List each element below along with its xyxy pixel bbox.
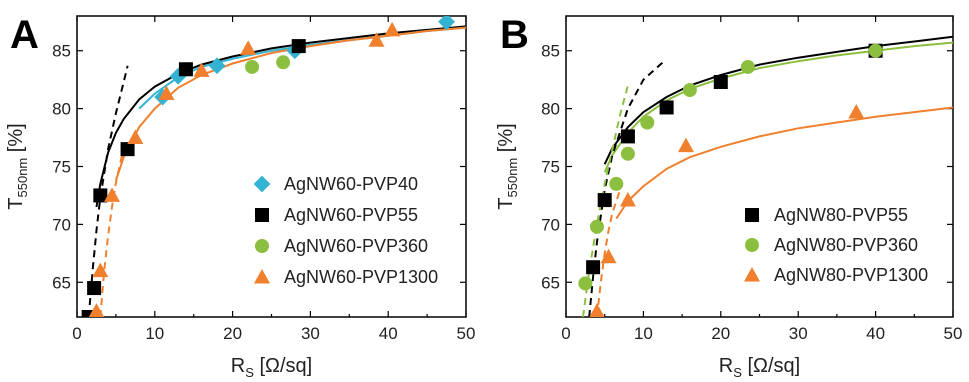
data-point-triangle: [677, 137, 694, 153]
data-point-triangle: [88, 303, 105, 317]
chart-panel-a: 0 10 20 30 40 50 65 70 75 80 85 RS [Ω/sq] T550nm [%]…: [5, 13, 475, 380]
x-tick-label: 30: [301, 324, 320, 343]
fit-curve: [615, 106, 953, 220]
legend-marker-square: [255, 208, 269, 222]
y-tick-label: 75: [52, 158, 71, 177]
data-point-circle: [868, 43, 883, 58]
x-tick-label: 40: [379, 324, 398, 343]
data-point-square: [87, 281, 102, 296]
fit-curve-dashed: [99, 147, 125, 317]
plot-area: [578, 35, 953, 317]
data-point-triangle: [848, 104, 865, 119]
data-point-diamond: [438, 16, 455, 31]
data-point-square: [291, 39, 306, 54]
data-point-circle: [682, 83, 697, 98]
y-tick-label: 85: [52, 42, 71, 61]
x-tick-label: 40: [866, 324, 885, 343]
data-point-triangle: [92, 262, 109, 278]
data-point-triangle: [589, 303, 605, 317]
data-point-circle: [620, 146, 635, 161]
x-tick-label: 50: [457, 324, 476, 343]
legend-marker-triangle: [254, 268, 270, 284]
data-point-circle: [740, 59, 755, 74]
plot-area: [81, 16, 466, 317]
fit-curve-dashed: [582, 85, 629, 317]
y-tick-label: 80: [541, 100, 560, 119]
data-point-triangle: [368, 32, 385, 47]
data-point-square: [713, 74, 728, 89]
data-point-square: [597, 193, 612, 208]
y-axis-label: T550nm [%]: [495, 123, 520, 209]
data-point-circle: [640, 115, 655, 130]
x-tick-label: 20: [711, 324, 730, 343]
legend-label: AgNW60-PVP1300: [284, 267, 438, 287]
legend: AgNW60-PVP40 AgNW60-PVP55 AgNW60-PVP360 AgN…: [253, 174, 438, 287]
legend: AgNW80-PVP55 AgNW80-PVP360 AgNW80-PVP1300: [744, 205, 928, 285]
legend-label: AgNW80-PVP55: [774, 205, 908, 225]
data-point-triangle: [127, 129, 144, 144]
x-axis-label: RS [Ω/sq]: [719, 355, 800, 380]
data-point-triangle: [384, 21, 401, 37]
data-point-circle: [245, 59, 260, 74]
data-point-triangle: [240, 40, 257, 55]
x-tick-label: 0: [561, 324, 570, 343]
x-tick-label: 10: [145, 324, 164, 343]
x-tick-label: 50: [944, 324, 963, 343]
fit-curve-dashed: [87, 65, 129, 317]
fit-curve-dashed: [596, 189, 622, 317]
legend-marker-diamond: [253, 175, 271, 193]
y-tick-label: 70: [541, 215, 560, 234]
data-point-triangle: [158, 85, 175, 101]
x-axis-label: RS [Ω/sq]: [231, 355, 312, 380]
legend-label: AgNW60-PVP360: [284, 236, 428, 256]
legend-marker-triangle: [744, 266, 760, 282]
x-tick-label: 10: [634, 324, 653, 343]
data-point-diamond: [208, 57, 226, 75]
x-tick-label: 20: [223, 324, 242, 343]
panel-letter: B: [500, 13, 529, 57]
legend-marker-circle: [255, 239, 269, 253]
data-point-circle: [276, 55, 291, 70]
data-point-square: [93, 188, 108, 203]
y-tick-label: 75: [541, 158, 560, 177]
chart-panel-b: 0 10 20 30 40 50 65 70 75 80 85 RS [Ω/sq] T550nm [%]…: [495, 13, 962, 380]
legend-label: AgNW60-PVP55: [284, 205, 418, 225]
y-tick-label: 80: [52, 100, 71, 119]
fit-curve: [603, 35, 953, 165]
x-tick-label: 0: [72, 324, 81, 343]
x-tick-label: 30: [789, 324, 808, 343]
legend-label: AgNW60-PVP40: [284, 174, 418, 194]
data-point-triangle: [104, 187, 121, 202]
fit-curve-dashed: [588, 61, 664, 317]
y-axis-label: T550nm [%]: [5, 123, 30, 209]
panel-letter: A: [10, 13, 39, 57]
y-tick-label: 65: [541, 273, 560, 292]
legend-label: AgNW80-PVP360: [774, 235, 918, 255]
data-point-square: [120, 142, 135, 157]
data-point-square: [586, 260, 601, 275]
data-point-circle: [589, 219, 604, 234]
data-point-circle: [609, 176, 624, 191]
data-point-square: [81, 310, 96, 317]
legend-marker-square: [745, 208, 759, 222]
data-point-triangle: [193, 62, 210, 77]
data-point-circle: [578, 276, 593, 291]
data-point-square: [178, 62, 193, 77]
data-point-triangle: [600, 248, 617, 264]
y-tick-label: 65: [52, 273, 71, 292]
legend-label: AgNW80-PVP1300: [774, 265, 928, 285]
y-tick-label: 85: [541, 42, 560, 61]
data-point-square: [659, 100, 674, 115]
legend-marker-circle: [745, 238, 759, 252]
data-point-square: [620, 129, 635, 144]
data-point-triangle: [619, 192, 636, 207]
y-tick-label: 70: [52, 215, 71, 234]
